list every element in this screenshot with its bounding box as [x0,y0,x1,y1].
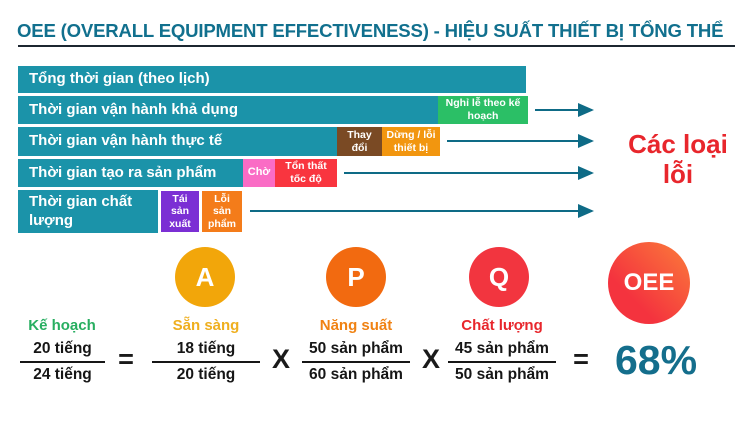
performance-label: Năng suất [319,317,393,334]
availability-label: Sẵn sàng [172,317,240,334]
oee-result-value: 68% [614,337,698,383]
performance-circle: P [326,247,386,307]
equals-sign: = [118,344,134,374]
loss-block-changeover: Thay đổi [337,127,382,156]
availability-denominator: 20 tiếng [176,366,236,383]
availability-numerator: 18 tiếng [176,340,236,357]
timeline-bar-production-time: Thời gian tạo ra sản phẩm [18,159,243,187]
page-title: OEE (OVERALL EQUIPMENT EFFECTIVENESS) - … [17,20,724,41]
quality-circle: Q [469,247,529,307]
loss-block-equipment-failure: Dừng / lỗi thiết bị [382,127,440,156]
oee-circle: OEE [608,242,690,324]
quality-label: Chất lượng [461,317,543,334]
performance-numerator: 50 sản phẩm [309,340,403,357]
timeline-bar-label: Thời gian vận hành thực tế [29,132,223,150]
fraction-divider [448,361,556,363]
performance-fraction: 50 sản phẩm 60 sản phẩm [302,339,410,385]
plan-denominator: 24 tiếng [33,366,92,383]
timeline-bar-total-time: Tổng thời gian (theo lịch) [18,66,526,93]
fraction-divider [152,361,260,363]
availability-fraction: 18 tiếng 20 tiếng [152,339,260,385]
multiply-sign: X [421,344,440,374]
loss-block-planned-holiday: Nghỉ lễ theo kế hoạch [438,96,528,124]
timeline-bar-available-operating-time: Thời gian vận hành khả dụng [18,96,438,124]
loss-block-rework: Tái sản xuất [161,191,199,232]
quality-fraction: 45 sản phẩm 50 sản phẩm [448,339,556,385]
plan-fraction: 20 tiếng 24 tiếng [20,339,105,385]
loss-block-speed-loss: Tổn thất tốc độ [275,159,337,187]
fraction-divider [20,361,105,363]
quality-numerator: 45 sản phẩm [455,340,549,357]
fraction-divider [302,361,410,363]
error-types-label: Các loại lỗi [628,129,728,189]
quality-denominator: 50 sản phẩm [455,366,549,383]
timeline-bar-label: Thời gian vận hành khả dụng [29,100,239,118]
plan-label: Kế hoạch [28,317,96,334]
timeline-bar-label: Thời gian tạo ra sản phẩm [29,163,217,181]
performance-denominator: 60 sản phẩm [309,366,403,383]
timeline-bar-quality-time: Thời gian chất lượng [18,190,158,233]
equals-sign: = [573,344,589,374]
multiply-sign: X [271,344,290,374]
loss-block-defects: Lỗi sản phẩm [202,191,242,232]
title-underline [18,45,735,47]
timeline-bar-label: Thời gian chất lượng [29,192,133,229]
plan-numerator: 20 tiếng [33,340,92,357]
timeline-bar-actual-operating-time: Thời gian vận hành thực tế [18,127,337,156]
availability-circle: A [175,247,235,307]
loss-block-waiting: Chờ [243,159,275,187]
timeline-bar-label: Tổng thời gian (theo lịch) [29,70,210,88]
